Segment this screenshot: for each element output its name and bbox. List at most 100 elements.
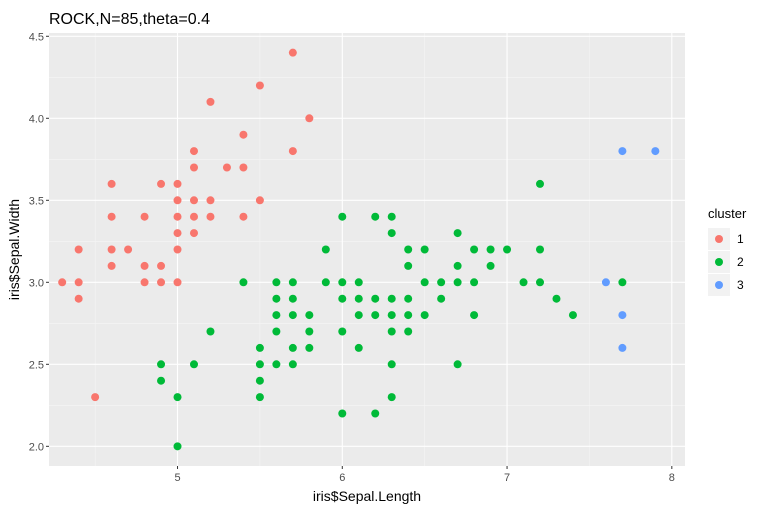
data-point-cluster-2 (404, 327, 413, 336)
data-point-cluster-1 (189, 147, 198, 156)
data-point-cluster-1 (288, 48, 297, 57)
data-point-cluster-2 (305, 343, 314, 352)
data-point-cluster-1 (173, 229, 182, 238)
data-point-cluster-2 (371, 311, 380, 320)
data-point-cluster-2 (157, 360, 166, 369)
data-point-cluster-2 (387, 393, 396, 402)
data-point-cluster-1 (173, 278, 182, 287)
data-point-cluster-1 (189, 163, 198, 172)
x-tick-label: 5 (174, 472, 180, 484)
data-point-cluster-2 (288, 294, 297, 303)
data-point-cluster-2 (206, 327, 215, 336)
data-point-cluster-2 (420, 278, 429, 287)
x-tick-label: 6 (339, 472, 345, 484)
y-tick-label: 4.5 (29, 31, 44, 43)
data-point-cluster-2 (371, 212, 380, 221)
y-axis-title: iris$Sepal.Width (6, 199, 22, 300)
data-point-cluster-2 (470, 311, 479, 320)
data-point-cluster-2 (255, 393, 264, 402)
y-tick-label: 3.0 (29, 277, 44, 289)
data-point-cluster-2 (305, 311, 314, 320)
data-point-cluster-2 (470, 278, 479, 287)
data-point-cluster-2 (288, 278, 297, 287)
data-point-cluster-2 (272, 294, 281, 303)
data-point-cluster-2 (157, 376, 166, 385)
data-point-cluster-2 (404, 245, 413, 254)
data-point-cluster-2 (288, 311, 297, 320)
data-point-cluster-2 (453, 278, 462, 287)
data-point-cluster-1 (239, 163, 248, 172)
data-point-cluster-1 (107, 179, 116, 188)
data-point-cluster-2 (387, 327, 396, 336)
data-point-cluster-2 (272, 311, 281, 320)
data-point-cluster-3 (601, 278, 610, 287)
data-point-cluster-2 (486, 261, 495, 270)
data-point-cluster-2 (338, 409, 347, 418)
data-point-cluster-2 (536, 179, 545, 188)
legend-label: 1 (737, 232, 744, 246)
data-point-cluster-1 (157, 261, 166, 270)
legend-key-cluster-1 (715, 235, 723, 243)
x-axis-title: iris$Sepal.Length (313, 488, 421, 504)
data-point-cluster-2 (354, 311, 363, 320)
data-point-cluster-3 (618, 311, 627, 320)
data-point-cluster-2 (305, 327, 314, 336)
data-point-cluster-3 (618, 343, 627, 352)
data-points (58, 48, 660, 451)
data-point-cluster-2 (503, 245, 512, 254)
data-point-cluster-1 (107, 245, 116, 254)
data-point-cluster-2 (404, 311, 413, 320)
data-point-cluster-2 (387, 212, 396, 221)
data-point-cluster-2 (387, 229, 396, 238)
legend-key-cluster-3 (715, 281, 723, 289)
data-point-cluster-2 (272, 278, 281, 287)
data-point-cluster-1 (173, 245, 182, 254)
legend-label: 2 (737, 255, 744, 269)
data-point-cluster-1 (124, 245, 133, 254)
data-point-cluster-2 (354, 294, 363, 303)
data-point-cluster-2 (387, 311, 396, 320)
plot-panel (49, 33, 685, 466)
data-point-cluster-1 (157, 278, 166, 287)
x-axis-ticks: 5 6 7 8 (174, 466, 675, 484)
x-tick-label: 7 (504, 472, 510, 484)
y-tick-label: 4.0 (29, 113, 44, 125)
data-point-cluster-2 (486, 245, 495, 254)
data-point-cluster-2 (453, 229, 462, 238)
data-point-cluster-2 (371, 294, 380, 303)
data-point-cluster-1 (305, 114, 314, 123)
y-tick-label: 2.5 (29, 359, 44, 371)
data-point-cluster-2 (420, 245, 429, 254)
data-point-cluster-2 (255, 376, 264, 385)
data-point-cluster-2 (404, 261, 413, 270)
data-point-cluster-2 (321, 278, 330, 287)
data-point-cluster-2 (536, 278, 545, 287)
y-tick-label: 3.5 (29, 195, 44, 207)
data-point-cluster-1 (189, 212, 198, 221)
data-point-cluster-1 (107, 212, 116, 221)
data-point-cluster-2 (437, 278, 446, 287)
data-point-cluster-1 (173, 179, 182, 188)
y-axis-ticks: 2.0 2.5 3.0 3.5 4.0 4.5 (29, 31, 49, 453)
data-point-cluster-2 (255, 360, 264, 369)
data-point-cluster-2 (420, 311, 429, 320)
data-point-cluster-2 (404, 294, 413, 303)
legend-title: cluster (708, 206, 747, 221)
data-point-cluster-1 (239, 212, 248, 221)
data-point-cluster-1 (140, 261, 149, 270)
data-point-cluster-1 (74, 245, 83, 254)
data-point-cluster-1 (239, 130, 248, 139)
data-point-cluster-2 (618, 278, 627, 287)
data-point-cluster-1 (206, 212, 215, 221)
data-point-cluster-1 (189, 196, 198, 205)
data-point-cluster-2 (338, 327, 347, 336)
data-point-cluster-2 (387, 294, 396, 303)
data-point-cluster-3 (618, 147, 627, 156)
data-point-cluster-1 (206, 97, 215, 106)
legend-key-cluster-2 (715, 258, 723, 266)
data-point-cluster-3 (651, 147, 660, 156)
data-point-cluster-2 (239, 278, 248, 287)
data-point-cluster-2 (173, 393, 182, 402)
data-point-cluster-2 (272, 360, 281, 369)
